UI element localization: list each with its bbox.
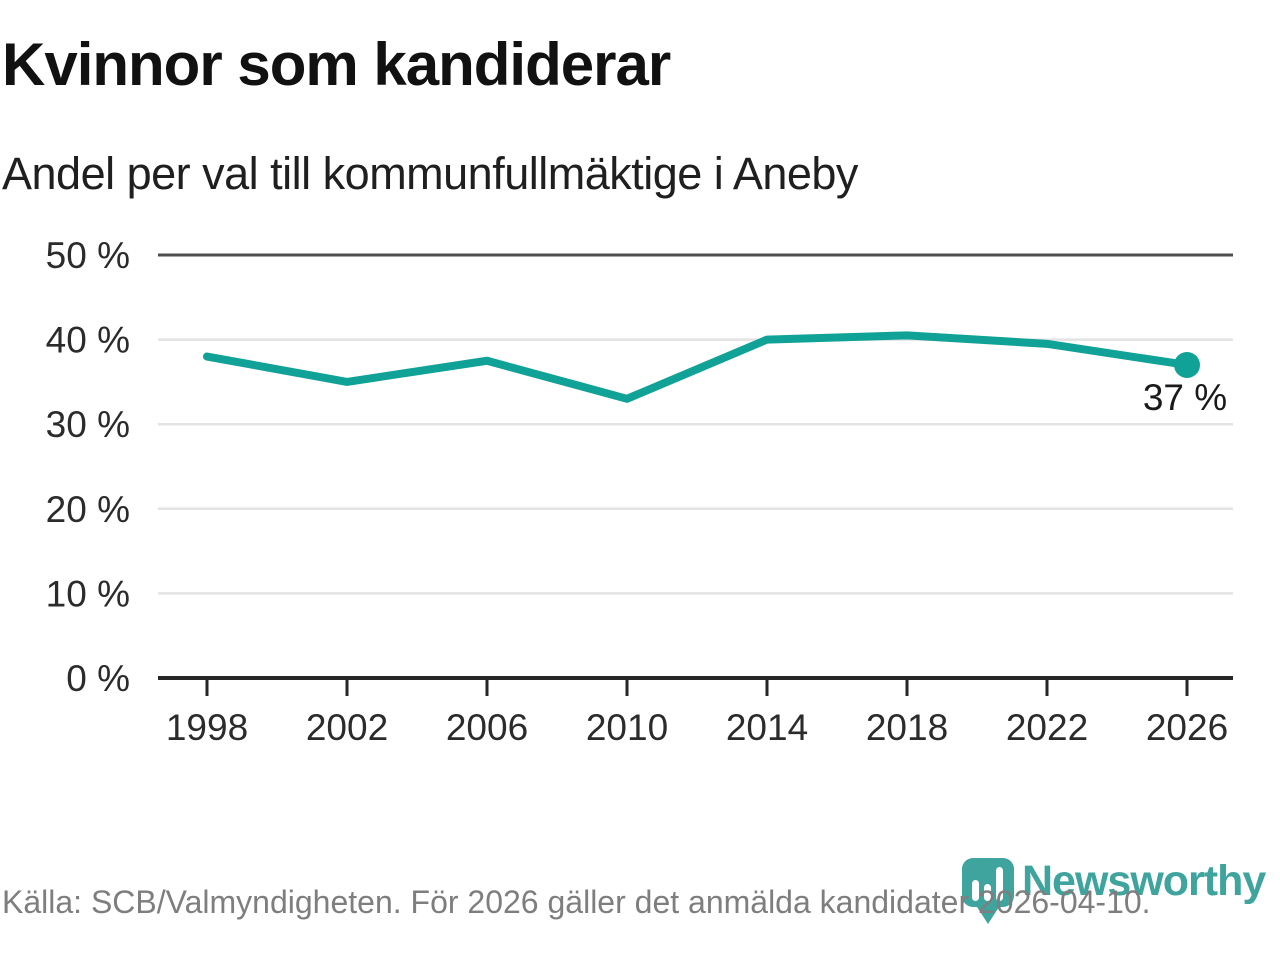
end-value-label: 37 %: [1143, 377, 1227, 418]
bar-middle: [984, 884, 991, 901]
x-tick-label: 2018: [866, 707, 948, 748]
x-tick-label: 2002: [306, 707, 388, 748]
source-note: Källa: SCB/Valmyndigheten. För 2026 gäll…: [2, 884, 1151, 920]
bar-left: [972, 880, 979, 901]
newsworthy-pin-icon: [962, 858, 1014, 924]
y-tick-label: 10 %: [46, 573, 130, 614]
y-tick-label: 40 %: [46, 320, 130, 361]
newsworthy-logo: Newsworthy: [962, 857, 1266, 924]
x-tick-label: 2010: [586, 707, 668, 748]
y-tick-label: 20 %: [46, 489, 130, 530]
x-tick-label: 2006: [446, 707, 528, 748]
x-tick-label: 2014: [726, 707, 808, 748]
x-tick-label: 2026: [1146, 707, 1228, 748]
bar-right: [996, 867, 1003, 901]
y-tick-label: 0 %: [66, 658, 130, 699]
page-title: Kvinnor som kandiderar: [2, 31, 671, 98]
data-line: [203, 331, 1191, 403]
x-tick-label: 1998: [166, 707, 248, 748]
y-tick-label: 30 %: [46, 404, 130, 445]
x-tick-label: 2022: [1006, 707, 1088, 748]
y-tick-label: 50 %: [46, 235, 130, 276]
chart-subtitle: Andel per val till kommunfullmäktige i A…: [2, 148, 858, 199]
newsworthy-wordmark: Newsworthy: [1022, 857, 1266, 905]
end-point-marker: [1174, 351, 1200, 378]
